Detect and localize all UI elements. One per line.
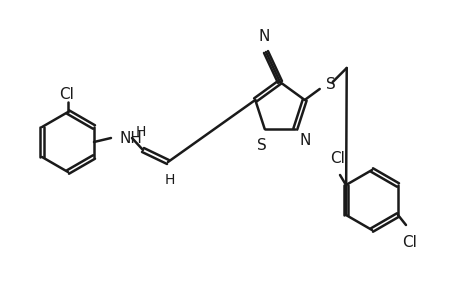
Text: Cl: Cl <box>59 86 74 101</box>
Text: N: N <box>299 133 310 148</box>
Text: NH: NH <box>120 130 143 146</box>
Text: H: H <box>135 125 146 139</box>
Text: S: S <box>256 138 266 153</box>
Text: N: N <box>258 29 269 44</box>
Text: Cl: Cl <box>330 151 345 166</box>
Text: H: H <box>164 173 175 187</box>
Text: Cl: Cl <box>402 235 416 250</box>
Text: S: S <box>325 77 335 92</box>
